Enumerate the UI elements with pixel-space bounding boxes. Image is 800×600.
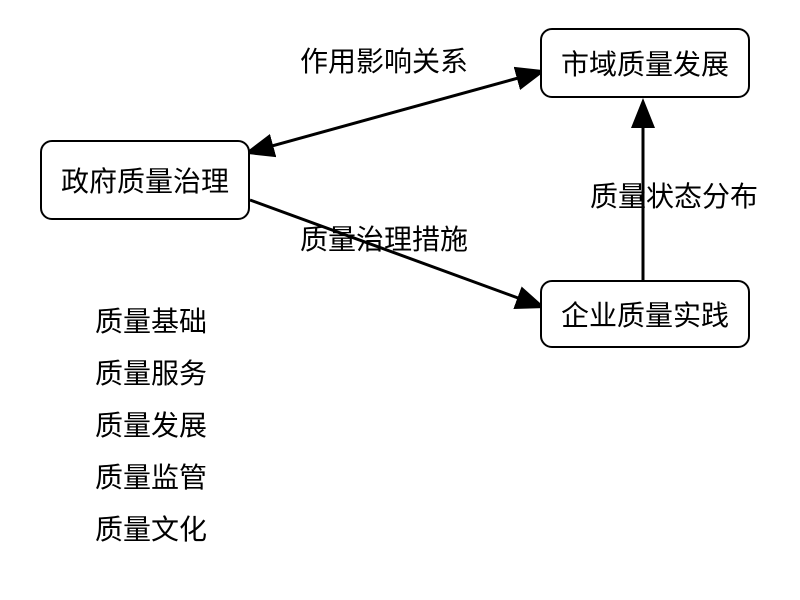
edge-label-status-distribution: 质量状态分布 xyxy=(590,175,758,215)
edge-label-governance-measures: 质量治理措施 xyxy=(300,218,468,258)
node-gov-quality-label: 政府质量治理 xyxy=(61,160,229,200)
quality-list: 质量基础 质量服务 质量发展 质量监管 质量文化 xyxy=(95,300,207,548)
list-item: 质量基础 xyxy=(95,300,207,340)
edge-effect-relation xyxy=(250,72,540,152)
list-item: 质量监管 xyxy=(95,456,207,496)
list-item: 质量服务 xyxy=(95,352,207,392)
node-enterprise-quality-label: 企业质量实践 xyxy=(561,294,729,334)
node-city-quality-label: 市域质量发展 xyxy=(561,43,729,83)
node-gov-quality: 政府质量治理 xyxy=(40,140,250,220)
list-item: 质量文化 xyxy=(95,508,207,548)
edge-label-effect-relation: 作用影响关系 xyxy=(300,40,468,80)
node-enterprise-quality: 企业质量实践 xyxy=(540,280,750,348)
list-item: 质量发展 xyxy=(95,404,207,444)
node-city-quality: 市域质量发展 xyxy=(540,28,750,98)
